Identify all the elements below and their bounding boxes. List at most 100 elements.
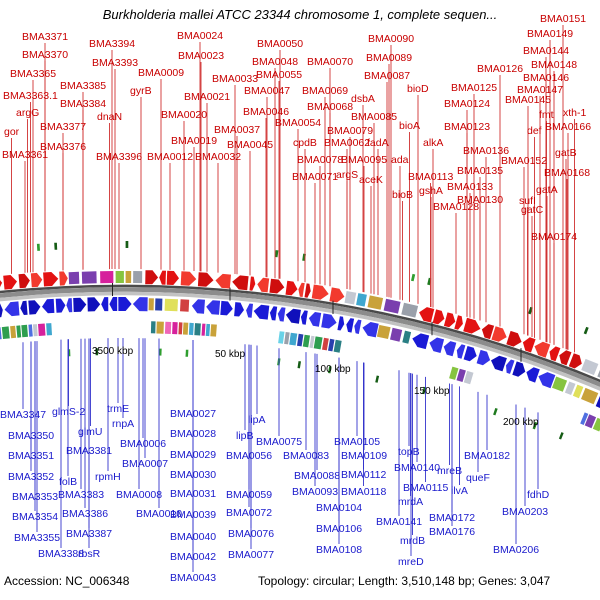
gene-block[interactable]	[100, 271, 114, 284]
gene-arrow[interactable]	[197, 272, 214, 287]
gene-label-reverse[interactable]: trmE	[107, 403, 130, 415]
gene-label-reverse[interactable]: BMA0075	[256, 436, 303, 448]
gene-label-reverse[interactable]: BMA0108	[316, 544, 363, 556]
gene-label-reverse[interactable]: BMA0059	[226, 489, 273, 501]
gene-label-reverse[interactable]: BMA3381	[66, 445, 113, 457]
gene-label-forward[interactable]: BMA3384	[60, 98, 107, 110]
gene-label-forward[interactable]: BMA3377	[40, 121, 87, 133]
gene-arrow[interactable]	[30, 272, 43, 288]
gene-label-forward[interactable]: def	[527, 125, 542, 137]
gene-label-forward[interactable]: BMA0071	[292, 171, 339, 183]
gene-label-reverse[interactable]: BMA0006	[120, 438, 167, 450]
gene-label-forward[interactable]: BMA0032	[195, 151, 242, 163]
gene-label-forward[interactable]: BMA0020	[161, 109, 208, 121]
gene-label-reverse[interactable]: BMA0105	[334, 436, 381, 448]
gene-label-forward[interactable]: BMA0069	[302, 85, 349, 97]
gene-arrow[interactable]	[456, 344, 466, 359]
gene-label-reverse[interactable]: BMA0172	[429, 512, 476, 524]
gene-label-forward[interactable]: BMA0019	[171, 135, 218, 147]
gene-label-forward[interactable]: BMA0012	[147, 151, 194, 163]
gene-arrow[interactable]	[476, 349, 491, 366]
gene-label-reverse[interactable]: glmS-2	[52, 406, 86, 418]
gene-label-forward[interactable]: BMA0152	[501, 155, 548, 167]
gene-label-forward[interactable]: BMA0062	[324, 137, 371, 149]
gene-label-forward[interactable]: BMA0146	[523, 72, 570, 84]
gene-label-forward[interactable]: BMA3385	[60, 80, 107, 92]
gene-label-forward[interactable]: BMA0023	[178, 50, 225, 62]
gene-arrow[interactable]	[298, 282, 305, 297]
gene-label-forward[interactable]: BMA0166	[545, 121, 592, 133]
gene-label-forward[interactable]: bioB	[392, 189, 414, 201]
gene-label-reverse[interactable]: topB	[398, 446, 420, 458]
gene-arrow[interactable]	[20, 300, 28, 315]
gene-label-reverse[interactable]: ilvA	[451, 485, 468, 497]
gene-arrow[interactable]	[0, 276, 3, 291]
gene-label-forward[interactable]: BMA0070	[307, 56, 354, 68]
gene-block[interactable]	[580, 412, 589, 425]
gene-block[interactable]	[328, 338, 335, 352]
gene-label-forward[interactable]: BMA0085	[351, 111, 398, 123]
gene-block[interactable]	[592, 417, 600, 432]
gene-label-reverse[interactable]: glmU	[78, 426, 103, 438]
gene-block[interactable]	[284, 332, 290, 345]
gene-label-reverse[interactable]: BMA0042	[170, 551, 217, 563]
gene-arrow[interactable]	[522, 337, 536, 353]
gene-arrow[interactable]	[118, 297, 132, 311]
gene-label-forward[interactable]: BMA3365	[10, 68, 57, 80]
gene-label-reverse[interactable]: BMA0076	[228, 528, 275, 540]
gene-arrow[interactable]	[534, 341, 551, 358]
gene-label-reverse[interactable]: BMA3351	[8, 450, 55, 462]
gene-arrow[interactable]	[538, 372, 556, 389]
gene-arrow[interactable]	[206, 300, 221, 315]
gene-block[interactable]	[333, 339, 342, 353]
gene-block[interactable]	[302, 334, 310, 348]
gene-arrow[interactable]	[253, 304, 270, 320]
gene-arrow[interactable]	[419, 307, 435, 323]
gene-arrow[interactable]	[337, 316, 345, 331]
gene-arrow[interactable]	[257, 277, 270, 293]
gene-label-forward[interactable]: gyrB	[130, 85, 152, 97]
gene-label-reverse[interactable]: BMA3355	[14, 532, 61, 544]
gene-label-forward[interactable]: BMA0168	[544, 167, 591, 179]
gene-block[interactable]	[156, 321, 164, 334]
gene-label-forward[interactable]: BMA0048	[252, 56, 299, 68]
gene-arrow[interactable]	[28, 300, 41, 315]
gene-label-forward[interactable]: aceK	[359, 174, 383, 186]
gene-label-forward[interactable]: fmt	[539, 109, 554, 121]
gene-label-forward[interactable]: BMA3363.1	[3, 90, 58, 102]
gene-label-forward[interactable]: BMA0149	[527, 28, 574, 40]
gene-arrow[interactable]	[159, 270, 166, 285]
gene-arrow[interactable]	[73, 297, 87, 312]
gene-block[interactable]	[313, 336, 323, 350]
gene-block[interactable]	[584, 414, 597, 429]
gene-label-forward[interactable]: BMA0174	[531, 231, 578, 243]
gene-block[interactable]	[46, 323, 52, 336]
gene-label-reverse[interactable]: BMA0093	[292, 486, 339, 498]
gene-label-forward[interactable]: BMA3376	[40, 141, 87, 153]
gene-label-reverse[interactable]: BMA0040	[170, 531, 217, 543]
gene-label-forward[interactable]: dsbA	[351, 93, 375, 105]
gene-label-forward[interactable]: gatA	[536, 184, 558, 196]
gene-arrow[interactable]	[311, 284, 329, 300]
gene-label-reverse[interactable]: BMA0109	[341, 450, 388, 462]
gene-label-forward[interactable]: BMA0047	[244, 85, 291, 97]
gene-arrow[interactable]	[215, 273, 232, 289]
gene-block[interactable]	[597, 365, 600, 381]
gene-block[interactable]	[572, 384, 584, 399]
gene-label-forward[interactable]: BMA0151	[540, 13, 587, 25]
gene-arrow[interactable]	[145, 270, 159, 285]
gene-block[interactable]	[81, 271, 97, 284]
gene-block[interactable]	[188, 322, 194, 336]
gene-label-reverse[interactable]: BMA0176	[429, 526, 476, 538]
gene-block[interactable]	[10, 325, 17, 339]
gene-label-forward[interactable]: BMA0144	[523, 45, 570, 57]
gene-block[interactable]	[297, 333, 304, 347]
gene-block[interactable]	[180, 299, 190, 312]
gene-block[interactable]	[148, 298, 154, 311]
gene-arrow[interactable]	[269, 306, 278, 321]
gene-label-reverse[interactable]: BMA0007	[122, 458, 169, 470]
gene-block[interactable]	[194, 323, 201, 336]
gene-label-forward[interactable]: cpdB	[293, 137, 317, 149]
gene-label-forward[interactable]: BMA3361	[2, 149, 49, 161]
